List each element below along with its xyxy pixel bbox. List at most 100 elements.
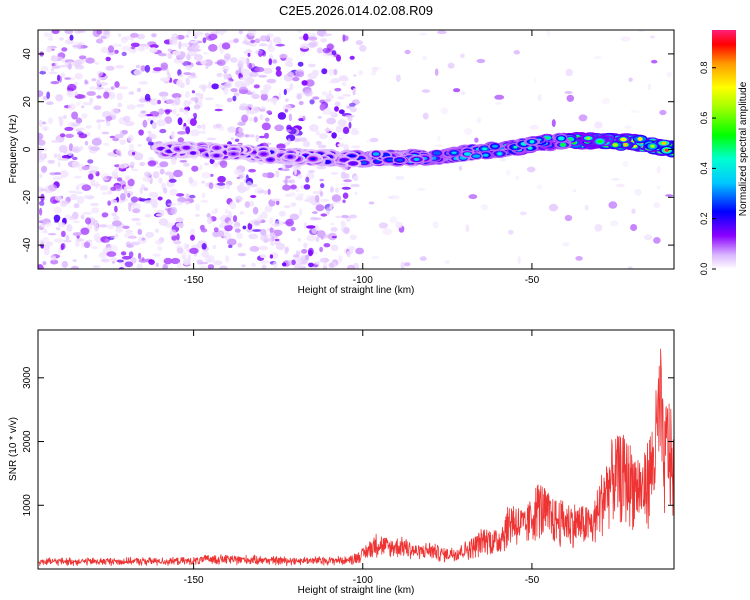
noise-blob	[344, 115, 355, 118]
noise-blob	[252, 229, 262, 232]
noise-blob	[88, 173, 94, 180]
noise-blob	[171, 131, 175, 140]
noise-blob	[48, 71, 58, 75]
noise-blob	[200, 60, 207, 65]
noise-blob	[41, 219, 47, 225]
noise-blob	[60, 243, 66, 250]
noise-blob	[231, 225, 239, 229]
noise-blob	[106, 176, 113, 179]
noise-blob	[176, 262, 183, 269]
noise-blob	[130, 32, 139, 38]
noise-blob	[107, 152, 115, 157]
noise-blob	[395, 221, 403, 229]
noise-blob	[275, 43, 286, 47]
noise-blob	[40, 65, 49, 72]
noise-blob	[328, 68, 335, 76]
noise-blob	[208, 182, 214, 190]
ridge-blob	[492, 145, 498, 148]
noise-blob	[290, 202, 297, 207]
noise-blob	[665, 194, 674, 197]
noise-blob	[116, 177, 123, 182]
noise-blob	[315, 194, 320, 203]
noise-blob	[205, 66, 209, 69]
noise-blob	[250, 195, 257, 198]
noise-blob	[216, 230, 225, 237]
noise-blob	[93, 233, 101, 241]
noise-blob	[129, 143, 135, 152]
noise-blob	[294, 265, 305, 269]
noise-blob	[130, 196, 139, 203]
noise-blob	[257, 190, 265, 194]
noise-blob	[38, 265, 45, 269]
noise-blob	[176, 193, 185, 197]
noise-blob	[110, 186, 117, 191]
noise-blob	[143, 187, 149, 192]
noise-blob	[137, 143, 142, 147]
noise-blob	[103, 91, 110, 99]
noise-blob	[183, 99, 189, 108]
ridge-blob	[350, 162, 356, 165]
noise-blob	[86, 91, 96, 96]
noise-blob	[206, 213, 211, 218]
noise-blob	[176, 79, 184, 87]
noise-blob	[199, 265, 207, 269]
noise-blob	[157, 196, 163, 201]
noise-blob	[137, 252, 142, 260]
noise-blob	[188, 176, 194, 184]
noise-blob	[359, 44, 367, 52]
noise-blob	[289, 213, 300, 221]
noise-blob	[315, 130, 320, 136]
noise-blob	[38, 90, 44, 98]
noise-blob	[337, 119, 347, 126]
noise-blob	[238, 127, 244, 133]
noise-blob	[305, 254, 310, 261]
noise-blob	[258, 135, 266, 139]
noise-blob	[105, 65, 115, 71]
noise-blob	[185, 200, 190, 205]
noise-blob	[351, 127, 358, 133]
noise-blob	[158, 53, 167, 57]
noise-blob	[249, 245, 260, 252]
noise-blob	[174, 96, 181, 105]
noise-blob	[103, 142, 110, 146]
noise-blob	[303, 184, 311, 190]
noise-blob	[51, 30, 60, 34]
noise-blob	[81, 165, 90, 171]
noise-blob	[100, 35, 107, 40]
noise-blob	[175, 113, 180, 117]
noise-blob	[551, 119, 556, 128]
noise-blob	[51, 140, 61, 143]
noise-blob	[296, 193, 305, 197]
noise-blob	[293, 254, 300, 258]
noise-blob	[58, 247, 62, 255]
noise-blob	[627, 266, 633, 269]
noise-blob	[564, 91, 573, 94]
noise-blob	[54, 62, 59, 67]
noise-blob	[526, 166, 536, 173]
noise-blob	[139, 187, 144, 195]
noise-blob	[432, 221, 439, 229]
noise-blob	[177, 137, 184, 143]
noise-blob	[91, 138, 102, 146]
ridge-blob	[513, 145, 518, 149]
noise-blob	[316, 166, 327, 170]
noise-blob	[131, 168, 139, 171]
noise-blob	[347, 246, 356, 251]
noise-blob	[169, 188, 178, 196]
noise-blob	[135, 64, 141, 69]
noise-blob	[349, 234, 357, 241]
noise-blob	[111, 170, 119, 178]
noise-blob	[548, 203, 559, 212]
noise-blob	[272, 261, 279, 269]
noise-blob	[161, 95, 167, 102]
noise-blob	[59, 158, 69, 161]
noise-blob	[201, 123, 206, 131]
noise-blob	[284, 108, 288, 113]
noise-blob	[76, 196, 85, 204]
noise-blob	[187, 254, 191, 262]
noise-blob	[284, 177, 288, 186]
noise-blob	[238, 86, 248, 95]
noise-blob	[234, 228, 241, 233]
ridge-blob	[664, 148, 669, 152]
